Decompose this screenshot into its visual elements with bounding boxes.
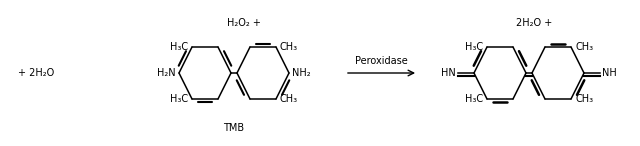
Text: H₃C: H₃C [170,94,188,104]
Text: H₂N: H₂N [157,68,176,78]
Text: CH₃: CH₃ [575,42,593,52]
Text: NH: NH [602,68,617,78]
Text: HN: HN [441,68,456,78]
Text: + 2H₂O: + 2H₂O [18,68,54,78]
Text: 2H₂O +: 2H₂O + [516,18,552,28]
Text: H₃C: H₃C [465,42,483,52]
Text: CH₃: CH₃ [575,94,593,104]
Text: H₃C: H₃C [465,94,483,104]
Text: H₂O₂ +: H₂O₂ + [227,18,261,28]
Text: NH₂: NH₂ [292,68,310,78]
Text: Peroxidase: Peroxidase [355,56,408,66]
Text: H₃C: H₃C [170,42,188,52]
Text: CH₃: CH₃ [280,42,298,52]
Text: TMB: TMB [223,123,244,133]
Text: CH₃: CH₃ [280,94,298,104]
